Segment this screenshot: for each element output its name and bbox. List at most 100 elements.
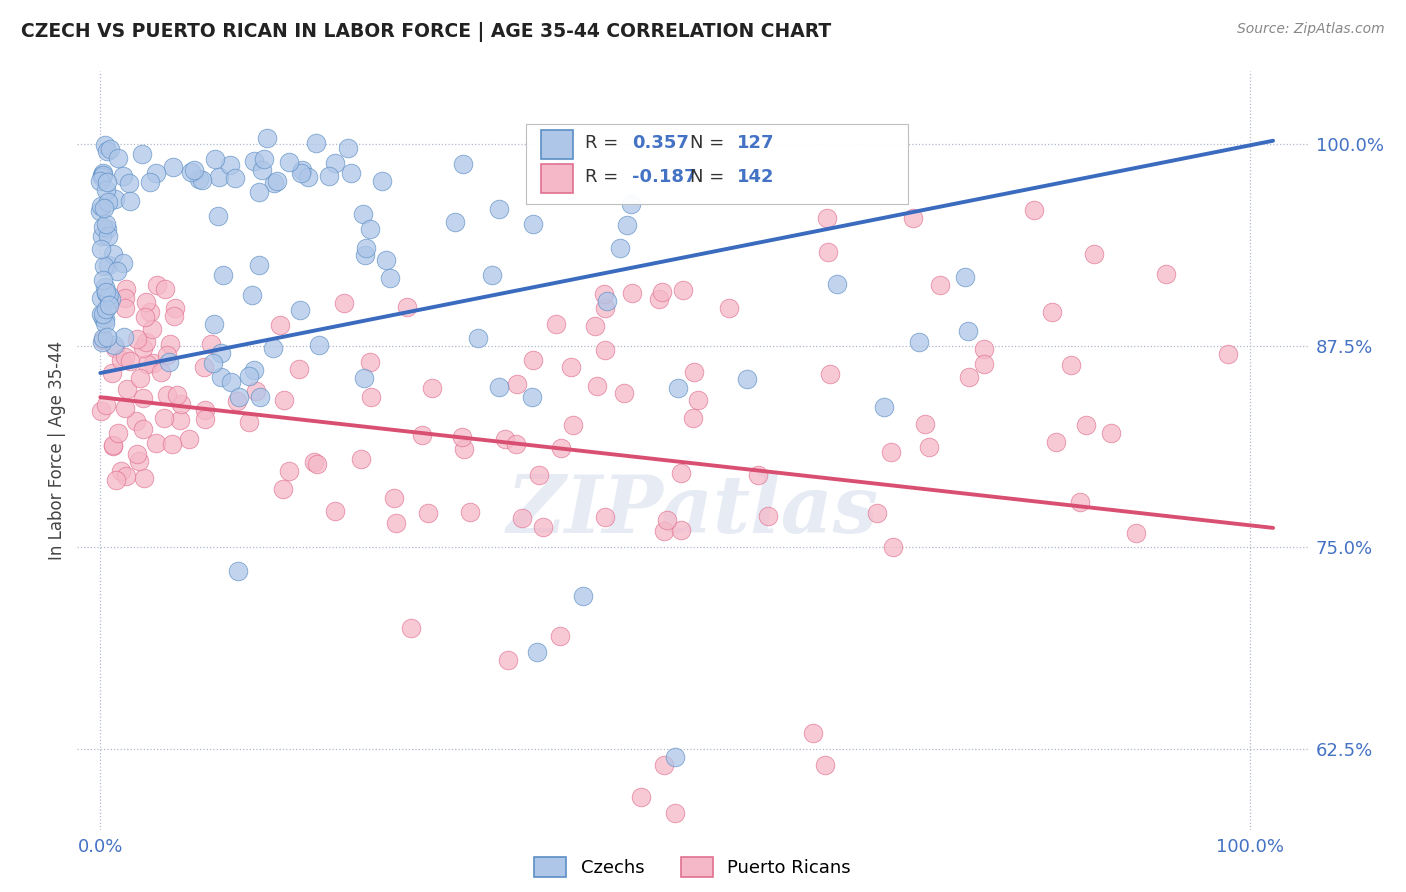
Point bbox=[494, 432, 516, 446]
Point bbox=[114, 291, 136, 305]
Point bbox=[104, 192, 127, 206]
Point bbox=[672, 283, 695, 297]
Point bbox=[396, 300, 419, 314]
Point bbox=[353, 371, 375, 385]
Point bbox=[1083, 247, 1105, 261]
Point bbox=[90, 291, 112, 305]
Point bbox=[256, 131, 278, 145]
Point bbox=[818, 368, 841, 382]
Point bbox=[648, 292, 671, 306]
Point bbox=[572, 589, 595, 603]
Point bbox=[98, 298, 121, 312]
Point bbox=[238, 368, 260, 383]
Point bbox=[1216, 347, 1239, 361]
Point bbox=[595, 293, 617, 308]
Point bbox=[664, 806, 686, 821]
Point bbox=[118, 353, 141, 368]
Point bbox=[114, 350, 136, 364]
Point bbox=[202, 356, 225, 370]
Point bbox=[110, 464, 132, 478]
Point bbox=[908, 334, 931, 349]
Point bbox=[630, 790, 652, 805]
Point bbox=[359, 221, 381, 235]
Point bbox=[609, 241, 631, 255]
Point bbox=[157, 355, 180, 369]
Point bbox=[134, 471, 156, 485]
Text: R =: R = bbox=[585, 135, 624, 153]
Point bbox=[526, 645, 548, 659]
Point bbox=[208, 169, 231, 184]
Point bbox=[522, 353, 544, 368]
Point bbox=[505, 437, 527, 451]
Point bbox=[96, 330, 118, 344]
Point bbox=[94, 279, 117, 293]
Point bbox=[224, 170, 246, 185]
Point bbox=[717, 301, 740, 315]
Point bbox=[136, 357, 159, 371]
Point bbox=[290, 166, 312, 180]
Text: R =: R = bbox=[585, 168, 624, 186]
Point bbox=[90, 307, 112, 321]
Point bbox=[145, 436, 167, 450]
Text: 0.357: 0.357 bbox=[633, 135, 689, 153]
Point bbox=[202, 317, 225, 331]
Point bbox=[325, 156, 347, 170]
Point bbox=[162, 161, 184, 175]
Point bbox=[103, 247, 125, 261]
Point bbox=[666, 381, 689, 395]
Point bbox=[453, 442, 475, 456]
Point bbox=[163, 310, 186, 324]
Point bbox=[93, 259, 115, 273]
Point bbox=[546, 317, 568, 331]
Point bbox=[747, 467, 769, 482]
Point bbox=[91, 168, 114, 182]
Point bbox=[101, 438, 124, 452]
Point bbox=[901, 211, 924, 226]
Point bbox=[142, 356, 165, 370]
Point bbox=[336, 141, 359, 155]
Point bbox=[620, 197, 643, 211]
Point bbox=[531, 520, 554, 534]
Point bbox=[138, 304, 160, 318]
Point bbox=[593, 509, 616, 524]
Point bbox=[240, 287, 263, 301]
Point bbox=[378, 270, 401, 285]
Point bbox=[1154, 267, 1177, 281]
Text: 127: 127 bbox=[737, 135, 775, 153]
Point bbox=[97, 229, 120, 244]
Point bbox=[520, 390, 543, 404]
Point bbox=[263, 176, 285, 190]
Point bbox=[97, 259, 120, 273]
Point bbox=[115, 469, 138, 483]
Point bbox=[165, 301, 187, 316]
Point bbox=[145, 166, 167, 180]
Point bbox=[664, 750, 686, 764]
Point bbox=[443, 215, 465, 229]
Point bbox=[118, 176, 141, 190]
Point bbox=[91, 307, 114, 321]
Point bbox=[290, 302, 312, 317]
Point bbox=[814, 758, 837, 772]
Point bbox=[228, 390, 250, 404]
Point bbox=[177, 432, 200, 446]
Point bbox=[305, 136, 328, 150]
Point bbox=[90, 404, 112, 418]
Point bbox=[686, 393, 709, 408]
Point bbox=[96, 222, 118, 236]
Point bbox=[374, 253, 396, 268]
Point bbox=[112, 329, 135, 343]
Point bbox=[354, 241, 377, 255]
FancyBboxPatch shape bbox=[541, 164, 574, 193]
Point bbox=[510, 511, 533, 525]
Point bbox=[219, 376, 242, 390]
Point bbox=[212, 268, 235, 282]
Point bbox=[134, 310, 156, 325]
Point bbox=[107, 151, 129, 165]
Point bbox=[242, 362, 264, 376]
Point bbox=[360, 390, 382, 404]
Y-axis label: In Labor Force | Age 35-44: In Labor Force | Age 35-44 bbox=[48, 341, 66, 560]
Point bbox=[827, 277, 849, 291]
Point bbox=[548, 629, 571, 643]
Point bbox=[90, 198, 112, 212]
Point bbox=[1045, 434, 1067, 449]
